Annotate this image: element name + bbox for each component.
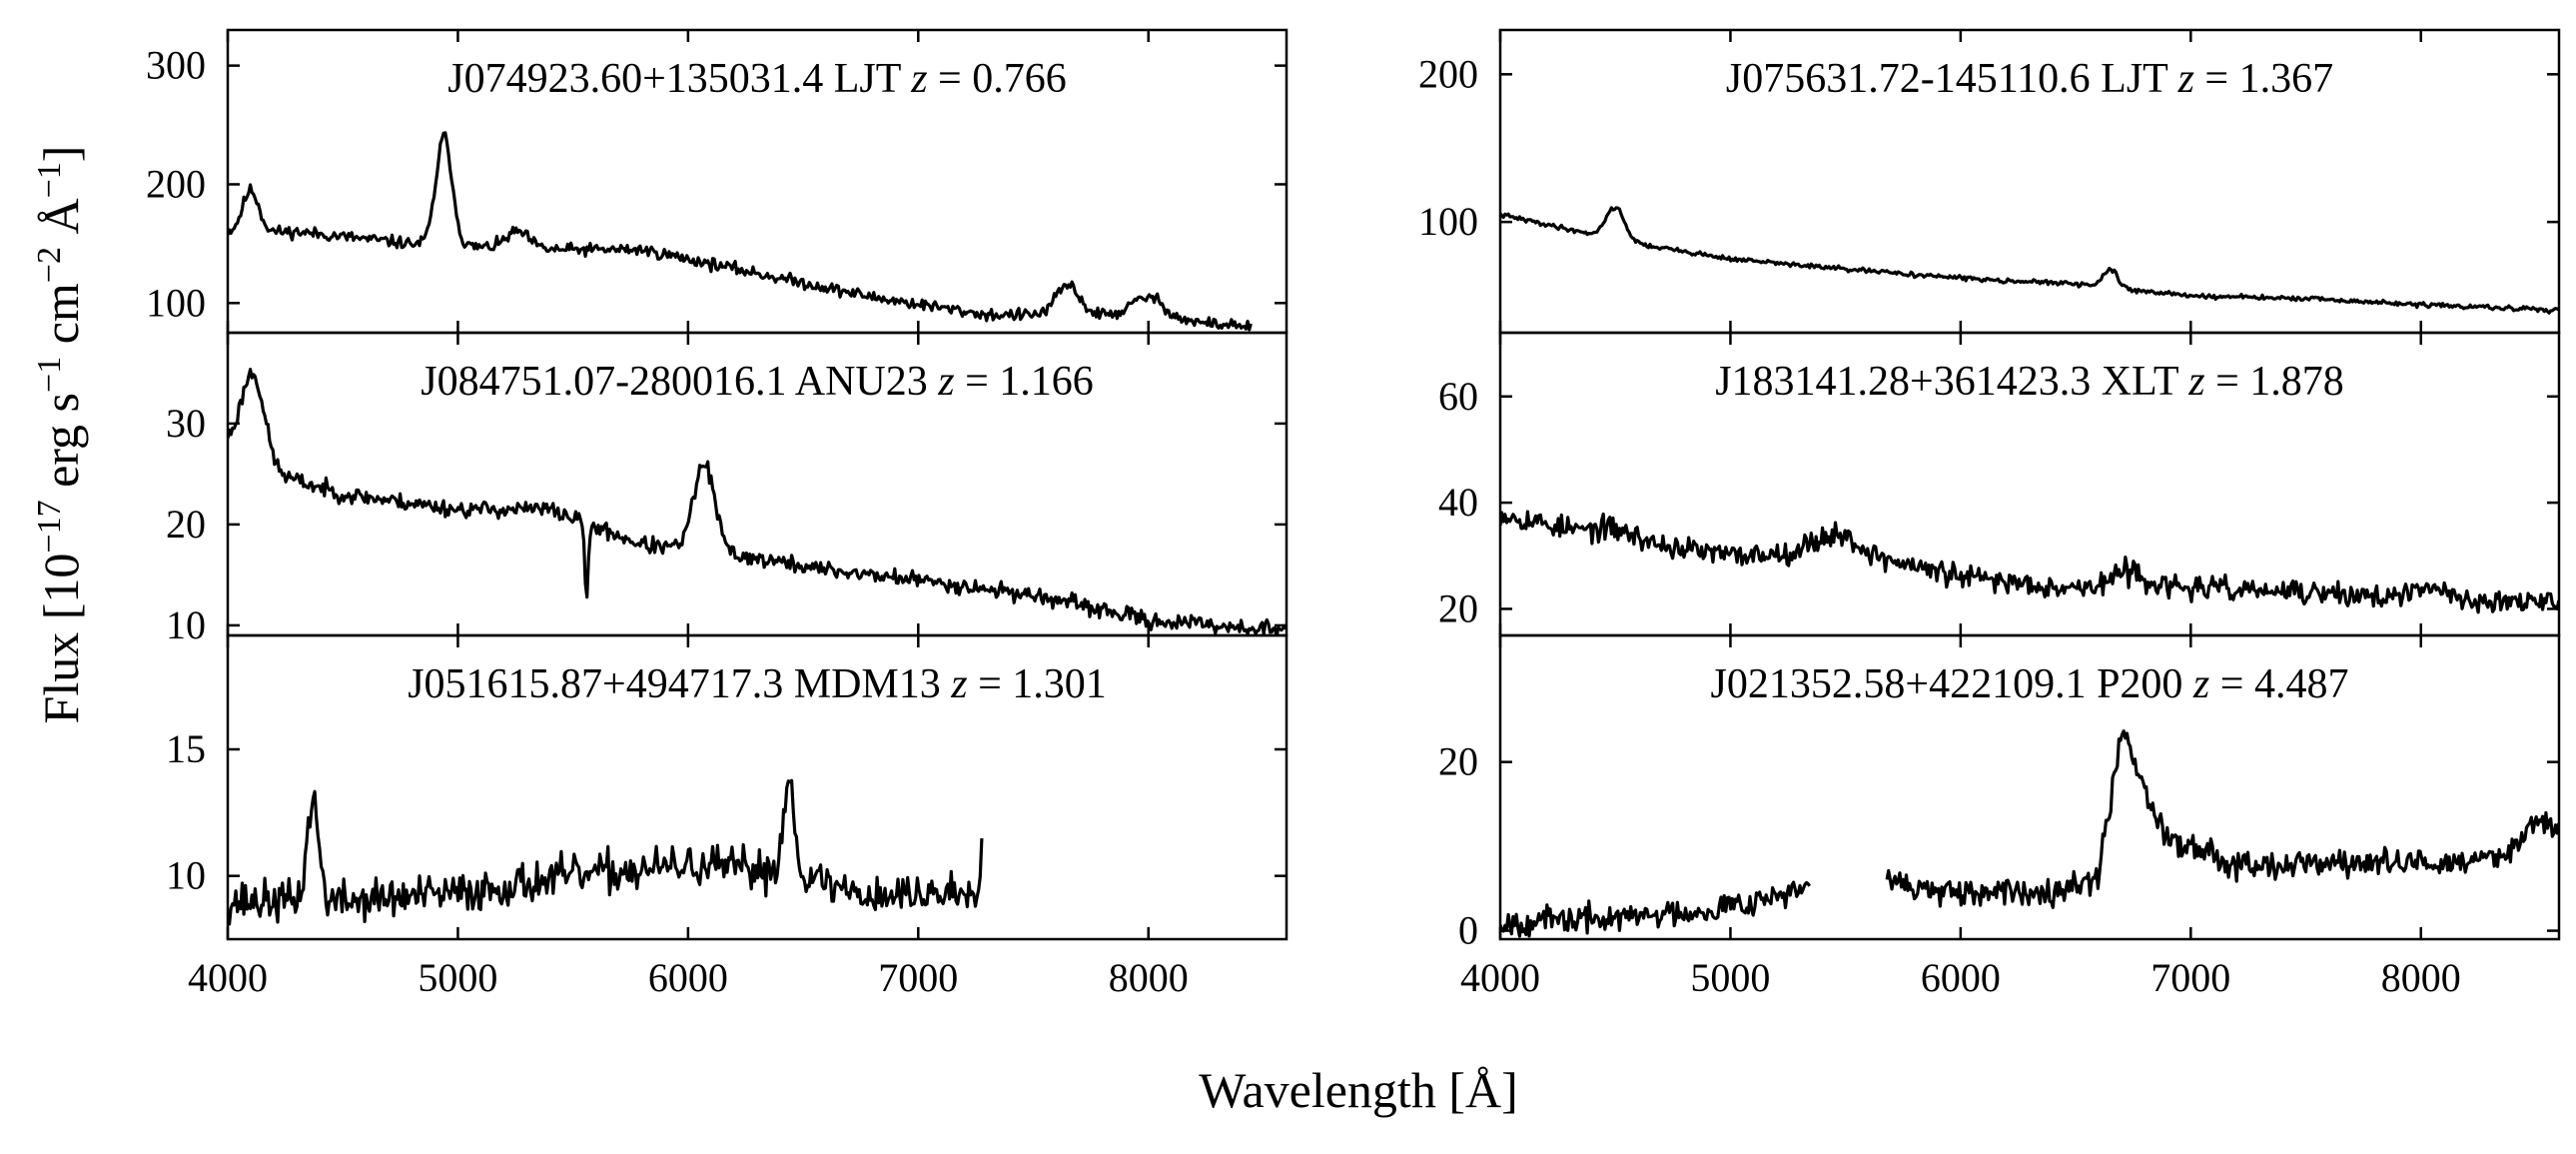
spectrum-line-p5-seg0	[1500, 880, 1812, 938]
object-name: J183141.28+361423.3 XLT	[1715, 359, 2188, 405]
y-tick-label: 100	[1418, 199, 1478, 244]
spectrum-line-p2	[228, 778, 984, 926]
y-axis-label-part: cm	[33, 283, 89, 357]
redshift-value: = 1.878	[2215, 359, 2344, 405]
object-name: J051615.87+494717.3 MDM13	[408, 661, 951, 707]
panel-title: J021352.58+422109.1 P200 z = 4.487	[1711, 661, 2349, 707]
spectrum-panel-p1: 10 20 30 J084751.07-280016.1 ANU23 z = 1.16…	[166, 331, 1288, 647]
spectrum-line-p4	[1500, 510, 2559, 614]
y-tick-label: 15	[166, 726, 206, 771]
panel-frame	[1498, 633, 2561, 941]
panel-frame	[226, 633, 1288, 941]
y-tick-label: 60	[1438, 374, 1478, 419]
y-axis-label-part: Å	[33, 198, 89, 247]
x-tick-label: 7000	[878, 955, 958, 1000]
y-tick-label: 30	[166, 401, 206, 446]
y-axis-label-exponent: −2	[31, 247, 68, 283]
spectrum-panel-p3: 100 200 J075631.72-145110.6 LJT z = 1.367	[1418, 28, 2561, 335]
panel-title: J051615.87+494717.3 MDM13 z = 1.301	[408, 661, 1107, 707]
redshift-symbol: z	[950, 661, 978, 707]
spectrum-panel-p0: 100 200 300 J074923.60+135031.4 LJT z = 0.7…	[146, 28, 1288, 335]
x-tick-label: 4000	[188, 955, 268, 1000]
y-tick-label: 200	[146, 161, 206, 206]
spectrum-line-p0	[228, 131, 1253, 332]
y-axis-label-exponent: −17	[31, 500, 68, 553]
spectrum-line-p3	[1500, 206, 2559, 315]
y-tick-label: 10	[166, 853, 206, 898]
panel-title: J075631.72-145110.6 LJT z = 1.367	[1726, 56, 2333, 102]
panel-title: J183141.28+361423.3 XLT z = 1.878	[1715, 359, 2344, 405]
x-tick-label: 5000	[418, 955, 497, 1000]
y-axis-label-part: ]	[33, 146, 89, 163]
spectrum-panel-p4: 20 40 60 J183141.28+361423.3 XLT z = 1.878	[1438, 331, 2561, 637]
redshift-value: = 1.301	[978, 661, 1107, 707]
redshift-symbol: z	[2192, 661, 2220, 707]
object-name: J021352.58+422109.1 P200	[1711, 661, 2193, 707]
spectrum-line-p1	[228, 368, 1287, 635]
y-tick-label: 20	[1438, 585, 1478, 630]
redshift-symbol: z	[937, 359, 965, 405]
y-tick-label: 20	[1438, 739, 1478, 784]
redshift-value: = 0.766	[938, 56, 1067, 102]
panel-title: J084751.07-280016.1 ANU23 z = 1.166	[421, 359, 1094, 405]
spectrum-panel-p5: 0 20 4000 5000 6000 7000 8000 J021352.58+422109…	[1438, 633, 2561, 1000]
x-tick-label: 6000	[1921, 955, 2001, 1000]
x-tick-label: 8000	[2381, 955, 2461, 1000]
y-axis-label-exponent: −1	[31, 357, 68, 393]
y-tick-label: 10	[166, 602, 206, 647]
x-tick-label: 7000	[2150, 955, 2230, 1000]
y-tick-label: 300	[146, 43, 206, 88]
object-name: J084751.07-280016.1 ANU23	[421, 359, 938, 405]
y-tick-label: 20	[166, 502, 206, 547]
x-tick-label: 5000	[1690, 955, 1770, 1000]
y-tick-label: 40	[1438, 480, 1478, 525]
y-axis-label-exponent: −1	[31, 162, 68, 198]
panel-title: J074923.60+135031.4 LJT z = 0.766	[447, 56, 1066, 102]
redshift-value: = 4.487	[2220, 661, 2349, 707]
redshift-symbol: z	[910, 56, 938, 102]
spectrum-panel-p2: 10 15 4000 5000 6000 7000 8000 J051615.87+49471…	[166, 633, 1288, 1000]
y-tick-label: 0	[1458, 908, 1478, 953]
redshift-symbol: z	[2177, 56, 2205, 102]
x-axis-label: Wavelength [Å]	[1199, 1062, 1517, 1118]
redshift-value: = 1.166	[965, 359, 1094, 405]
y-axis-label-part: Flux [10	[33, 554, 89, 724]
y-axis-label: Flux [10−17 erg s−1 cm−2 Å−1]	[31, 146, 89, 724]
spectrum-line-p5-seg1	[1885, 729, 2559, 909]
y-tick-label: 200	[1418, 51, 1478, 96]
y-tick-label: 100	[146, 280, 206, 325]
object-name: J075631.72-145110.6 LJT	[1726, 56, 2178, 102]
redshift-symbol: z	[2187, 359, 2215, 405]
x-tick-label: 6000	[648, 955, 728, 1000]
x-tick-label: 8000	[1109, 955, 1189, 1000]
object-name: J074923.60+135031.4 LJT	[447, 56, 911, 102]
y-axis-label-part: erg s	[33, 393, 89, 500]
redshift-value: = 1.367	[2204, 56, 2333, 102]
x-tick-label: 4000	[1460, 955, 1540, 1000]
